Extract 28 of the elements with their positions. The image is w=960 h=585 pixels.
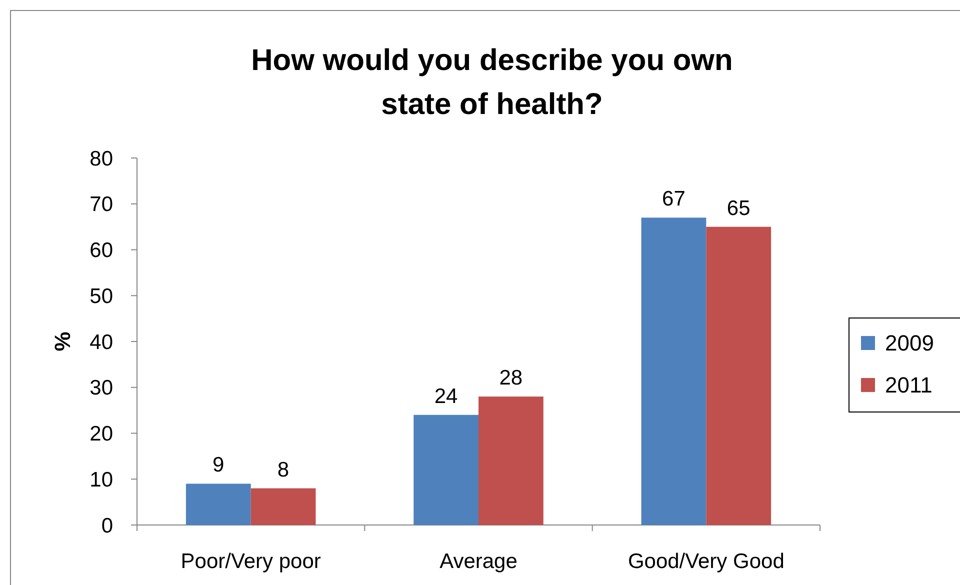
y-tick-label: 10 bbox=[90, 468, 113, 492]
data-label: 65 bbox=[726, 196, 750, 220]
y-tick-label: 80 bbox=[90, 147, 113, 170]
y-tick-label: 20 bbox=[90, 422, 113, 446]
y-tick-label: 50 bbox=[90, 284, 113, 308]
y-tick-label: 30 bbox=[90, 376, 113, 400]
y-tick-label: 0 bbox=[101, 514, 113, 538]
bar bbox=[250, 488, 316, 525]
legend-label: 2009 bbox=[885, 330, 934, 356]
y-axis-title: % bbox=[50, 332, 75, 352]
data-label: 67 bbox=[662, 188, 686, 211]
x-tick-label: Average bbox=[440, 550, 518, 573]
bar bbox=[641, 218, 706, 525]
data-label: 28 bbox=[499, 366, 523, 390]
x-tick-label: Good/Very Good bbox=[628, 550, 784, 573]
data-label: 8 bbox=[277, 458, 290, 482]
data-label: 9 bbox=[212, 454, 224, 477]
bar bbox=[478, 396, 544, 525]
legend-label: 2011 bbox=[885, 372, 932, 398]
x-tick-label: Poor/Very poor bbox=[180, 550, 321, 573]
bar bbox=[706, 226, 772, 525]
y-tick-label: 40 bbox=[90, 330, 113, 354]
data-label: 24 bbox=[434, 384, 458, 408]
chart-title: How would you describe you own state of health? bbox=[251, 44, 733, 121]
bar bbox=[414, 414, 478, 525]
bar bbox=[186, 484, 251, 525]
y-tick-label: 60 bbox=[90, 239, 113, 262]
y-tick-label: 70 bbox=[90, 193, 113, 216]
